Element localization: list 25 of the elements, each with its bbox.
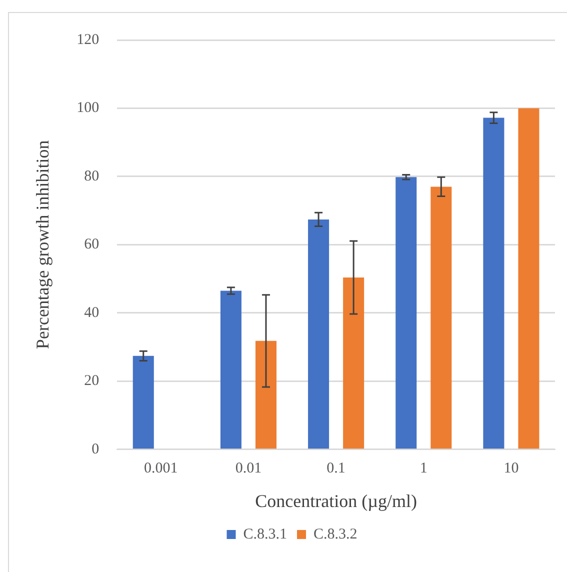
bar: [483, 118, 504, 449]
bar: [220, 290, 242, 449]
bar: [396, 177, 417, 449]
bar: [255, 340, 276, 449]
y-tick-label: 0: [92, 441, 100, 458]
x-tick-label: 0.1: [326, 460, 346, 476]
legend-label: C.8.3.2: [314, 526, 358, 542]
y-tick-label: 80: [84, 168, 100, 184]
y-tick-label: 100: [76, 100, 100, 116]
y-axis-title: Percentage growth inhibition: [32, 140, 53, 350]
x-tick-label: 10: [504, 460, 519, 476]
x-tick-label: 0.01: [235, 460, 262, 476]
bar: [430, 186, 452, 449]
x-tick-label: 0.001: [144, 460, 178, 476]
y-tick-label: 40: [84, 304, 100, 321]
x-tick-label: 1: [420, 460, 428, 476]
x-axis-title: Concentration (µg/ml): [255, 490, 417, 511]
bar: [518, 108, 540, 449]
y-tick-label: 20: [84, 373, 100, 390]
y-tick-label: 120: [76, 32, 100, 48]
bar: [132, 356, 154, 449]
bar: [308, 219, 330, 449]
bar: [343, 277, 364, 449]
y-tick-label: 60: [84, 236, 100, 253]
legend-label: C.8.3.1: [243, 526, 288, 542]
